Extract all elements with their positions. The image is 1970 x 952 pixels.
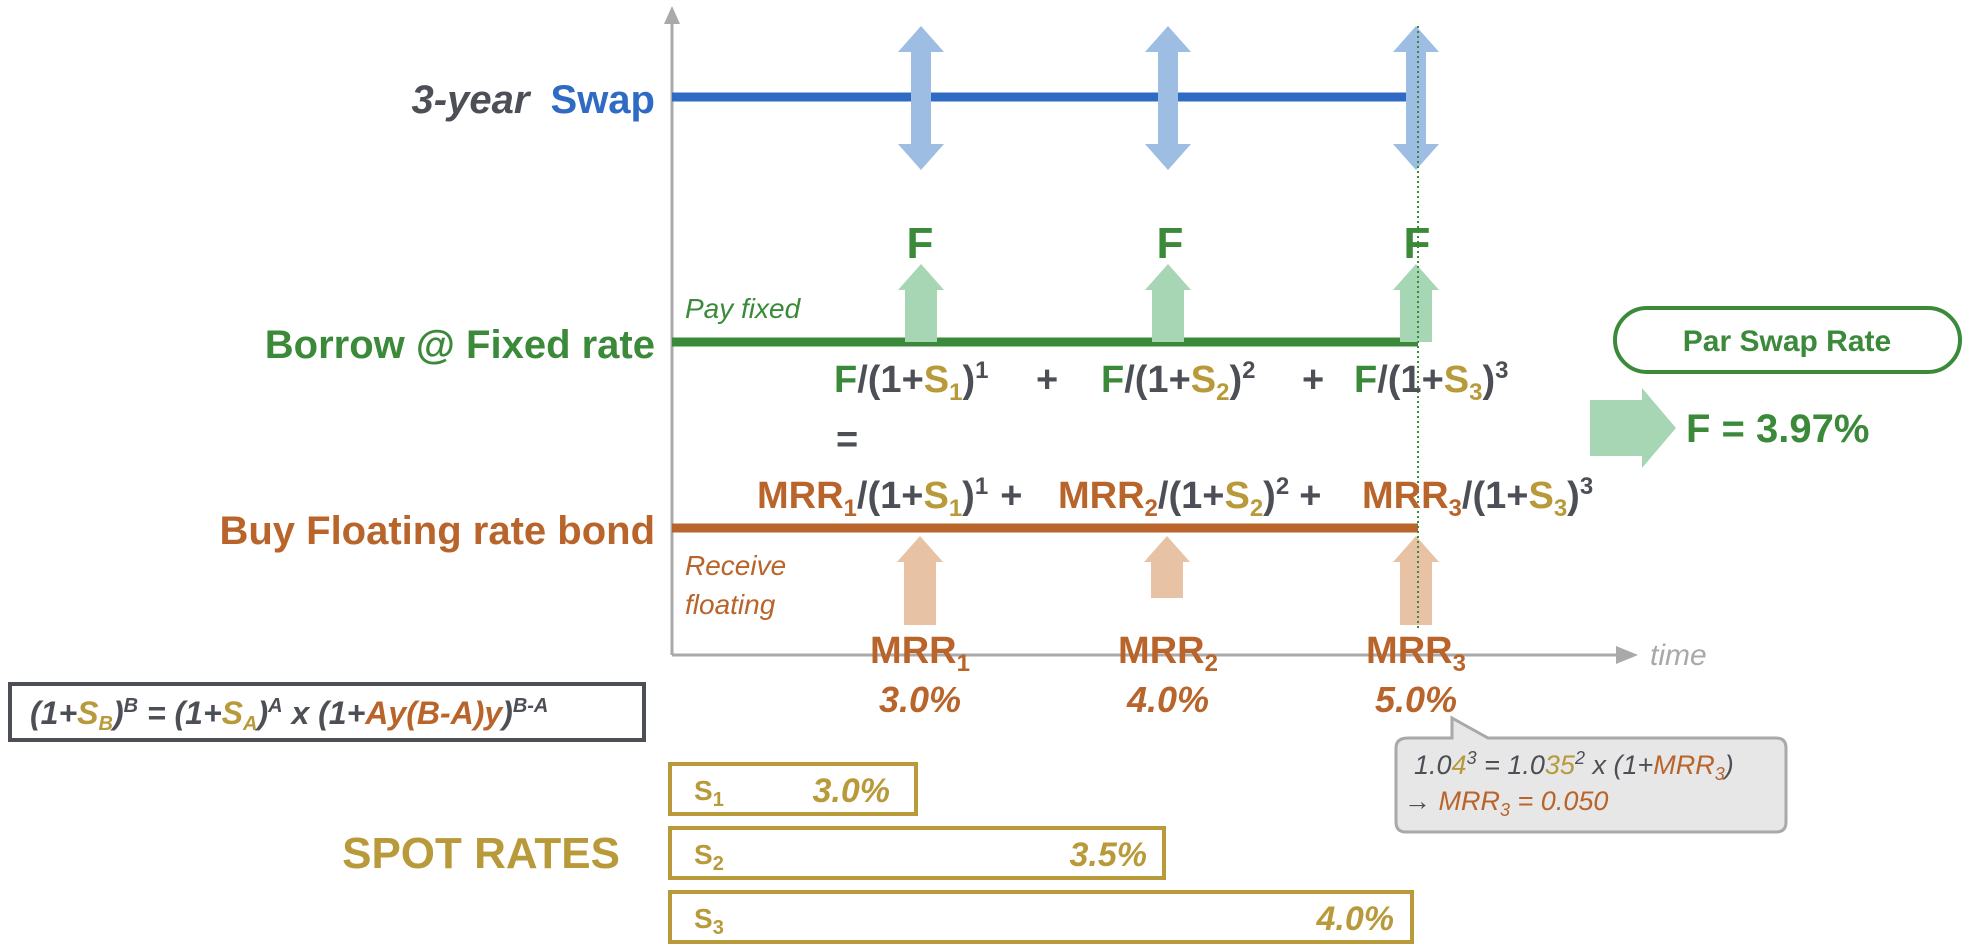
svg-text:MRR2/(1+S2)2+: MRR2/(1+S2)2 + xyxy=(1058,473,1321,522)
callout-line-1: 1.043 = 1.0352 x (1+MRR3) xyxy=(1414,748,1734,784)
borrow-label: Borrow @ Fixed rate xyxy=(265,323,655,367)
mrr-value-3: 5.0% xyxy=(1375,679,1457,720)
floating-coupon-arrows xyxy=(897,536,1439,625)
time-axis-label: time xyxy=(1650,639,1707,672)
svg-text:MRR1/(1+S1)1+: MRR1/(1+S1)1 + xyxy=(757,473,1022,522)
mrr-labels: MRR1 MRR2 MRR3 3.0% 4.0% 5.0% xyxy=(870,630,1466,720)
svg-text:MRR1: MRR1 xyxy=(870,630,970,677)
y-axis-arrowhead xyxy=(664,6,680,24)
spot-rate-bar-1 xyxy=(668,762,918,816)
svg-text:MRR3: MRR3 xyxy=(1366,630,1466,677)
up-arrow-icon xyxy=(897,536,943,625)
svg-text:F/(1+S2)2: F/(1+S2)2 xyxy=(1101,357,1256,406)
svg-text:MRR2: MRR2 xyxy=(1118,630,1218,677)
spot-rate-value-1: 3.0% xyxy=(813,772,891,810)
spot-rate-label-3: S3 xyxy=(694,903,724,939)
up-arrow-icon xyxy=(1393,264,1439,342)
pay-fixed-label: Pay fixed xyxy=(685,293,802,324)
fixed-coupon-arrows xyxy=(898,264,1439,342)
spot-rate-bar-2 xyxy=(668,826,1166,880)
mrr-value-1: 3.0% xyxy=(879,679,961,720)
spot-rate-label-1: S1 xyxy=(694,775,724,811)
equals-sign: = xyxy=(836,419,858,461)
svg-text:+: + xyxy=(1036,359,1058,401)
par-swap-rate-title: Par Swap Rate xyxy=(1683,325,1891,358)
right-arrow-icon xyxy=(1590,388,1676,468)
up-arrow-icon xyxy=(1144,536,1190,598)
spot-rate-value-3: 4.0% xyxy=(1316,900,1395,938)
par-swap-result: F = 3.97% xyxy=(1686,407,1869,451)
par-swap-rate-box xyxy=(1613,306,1962,374)
callout-line-2: → MRR3 = 0.050 xyxy=(1404,786,1608,820)
exchange-arrow-icon xyxy=(1393,26,1439,170)
coupon-f-2: F xyxy=(1157,219,1184,268)
swap-title: 3-year Swap xyxy=(412,78,655,122)
svg-text:MRR3/(1+S3)3: MRR3/(1+S3)3 xyxy=(1362,473,1593,522)
exchange-arrow-icon xyxy=(1145,26,1191,170)
pv-float-formula: MRR1/(1+S1)1 + MRR2/(1+S2)2 + MRR3/(1+S3)3 xyxy=(757,473,1593,522)
receive-floating-label: Receive floating xyxy=(685,550,794,620)
svg-text:+: + xyxy=(1302,359,1324,401)
exchange-arrow-icon xyxy=(898,26,944,170)
callout-bubble xyxy=(1394,715,1788,834)
up-arrow-icon xyxy=(1393,536,1439,625)
exchange-arrows xyxy=(898,26,1439,170)
forward-formula: (1+SB)B = (1+SA)A x (1+Ay(B-A)y)B-A xyxy=(30,695,548,735)
spot-rate-label-2: S2 xyxy=(694,839,724,875)
pv-fixed-formula: F/(1+S1)1 + F/(1+S2)2 + F/(1+S3)3 = xyxy=(834,357,1509,461)
spot-rates-title: SPOT RATES xyxy=(342,829,620,878)
forward-formula-box xyxy=(8,682,646,742)
x-axis-arrowhead xyxy=(1616,646,1638,664)
spot-rate-value-2: 3.5% xyxy=(1070,836,1148,874)
up-arrow-icon xyxy=(898,264,944,342)
coupon-f-1: F xyxy=(907,219,934,268)
buy-label: Buy Floating rate bond xyxy=(219,509,655,553)
svg-text:F/(1+S1)1: F/(1+S1)1 xyxy=(834,357,989,406)
svg-text:F/(1+S3)3: F/(1+S3)3 xyxy=(1354,357,1509,406)
spot-rate-bar-3 xyxy=(668,890,1414,944)
mrr-value-2: 4.0% xyxy=(1126,679,1209,720)
up-arrow-icon xyxy=(1145,264,1191,342)
